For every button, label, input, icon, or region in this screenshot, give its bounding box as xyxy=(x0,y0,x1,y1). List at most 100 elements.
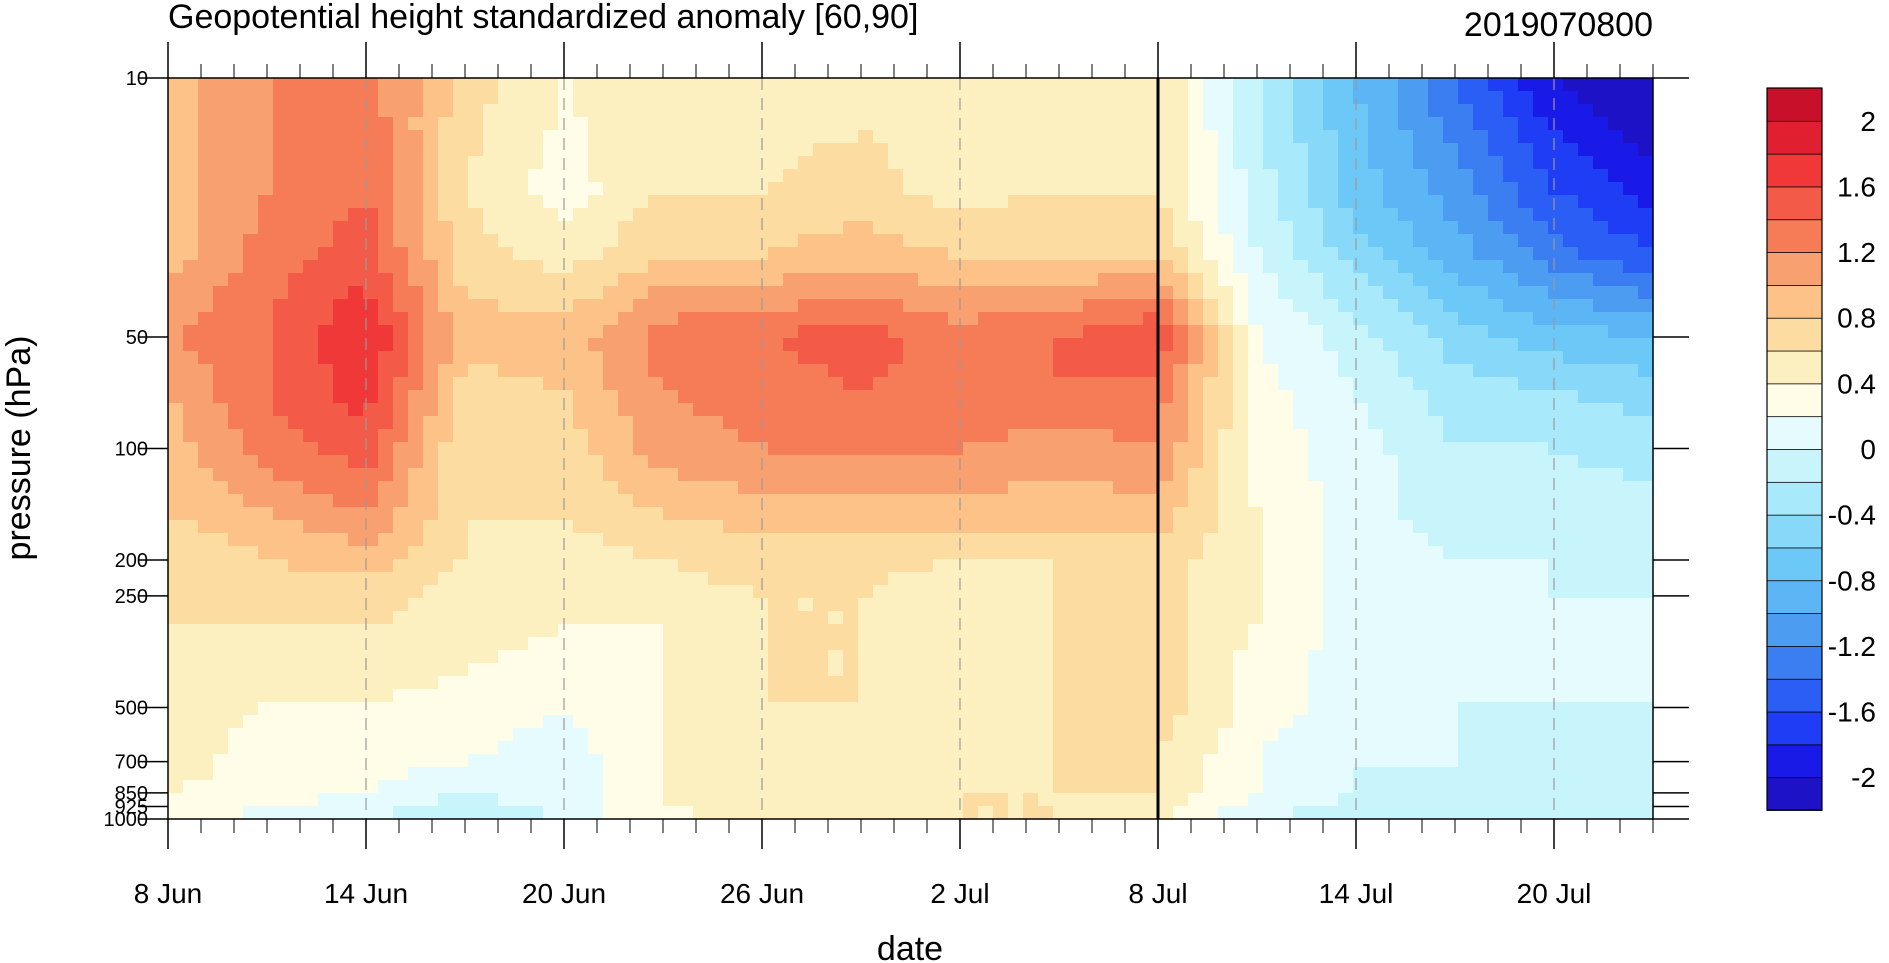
contour-cell xyxy=(1638,585,1653,599)
contour-cell xyxy=(903,507,919,521)
contour-cell xyxy=(1338,377,1354,391)
contour-cell xyxy=(648,221,664,235)
contour-cell xyxy=(168,689,184,703)
contour-cell xyxy=(168,247,184,261)
contour-cell xyxy=(1188,403,1204,417)
contour-cell xyxy=(1233,299,1249,313)
contour-cell xyxy=(918,273,934,287)
contour-cell xyxy=(363,91,379,105)
contour-cell xyxy=(1353,338,1369,352)
contour-cell xyxy=(1383,481,1399,495)
contour-cell xyxy=(1443,494,1459,508)
contour-cell xyxy=(1503,247,1519,261)
contour-cell xyxy=(1578,403,1594,417)
contour-cell xyxy=(258,325,274,339)
contour-cell xyxy=(993,156,1009,170)
contour-cell xyxy=(288,611,304,625)
contour-cell xyxy=(303,611,319,625)
contour-cell xyxy=(738,156,754,170)
contour-cell xyxy=(588,715,604,729)
contour-cell xyxy=(1053,351,1069,365)
contour-cell xyxy=(1308,533,1324,547)
contour-cell xyxy=(648,468,664,482)
contour-cell xyxy=(1608,130,1624,144)
contour-cell xyxy=(663,572,679,586)
contour-cell xyxy=(468,247,484,261)
contour-cell xyxy=(543,312,559,326)
contour-cell xyxy=(888,325,904,339)
contour-cell xyxy=(618,689,634,703)
contour-cell xyxy=(1263,78,1279,92)
contour-cell xyxy=(423,598,439,612)
contour-cell xyxy=(1608,208,1624,222)
contour-cell xyxy=(918,611,934,625)
contour-cell xyxy=(873,533,889,547)
contour-cell xyxy=(1053,494,1069,508)
contour-cell xyxy=(1578,663,1594,677)
contour-cell xyxy=(573,338,589,352)
contour-cell xyxy=(873,247,889,261)
contour-cell xyxy=(513,286,529,300)
contour-cell xyxy=(723,533,739,547)
contour-cell xyxy=(903,234,919,248)
contour-cell xyxy=(1518,702,1534,716)
contour-cell xyxy=(588,312,604,326)
contour-cell xyxy=(693,312,709,326)
contour-cell xyxy=(258,169,274,183)
contour-cell xyxy=(543,273,559,287)
contour-cell xyxy=(318,130,334,144)
contour-cell xyxy=(633,377,649,391)
contour-cell xyxy=(1578,377,1594,391)
contour-cell xyxy=(1053,130,1069,144)
contour-cell xyxy=(198,169,214,183)
contour-cell xyxy=(813,520,829,534)
contour-cell xyxy=(1233,91,1249,105)
contour-cell xyxy=(1293,715,1309,729)
contour-cell xyxy=(483,338,499,352)
contour-cell xyxy=(1458,156,1474,170)
contour-cell xyxy=(753,533,769,547)
contour-cell xyxy=(858,312,874,326)
contour-cell xyxy=(303,416,319,430)
contour-cell xyxy=(768,312,784,326)
contour-cell xyxy=(978,715,994,729)
contour-cell xyxy=(588,195,604,209)
contour-cell xyxy=(798,338,814,352)
contour-cell xyxy=(543,585,559,599)
contour-cell xyxy=(648,715,664,729)
contour-cell xyxy=(303,364,319,378)
contour-cell xyxy=(1368,221,1384,235)
contour-cell xyxy=(318,442,334,456)
contour-cell xyxy=(498,130,514,144)
contour-cell xyxy=(1578,156,1594,170)
contour-cell xyxy=(213,702,229,716)
contour-cell xyxy=(963,104,979,118)
contour-cell xyxy=(183,273,199,287)
contour-cell xyxy=(1503,377,1519,391)
contour-cell xyxy=(1608,598,1624,612)
contour-cell xyxy=(288,312,304,326)
contour-cell xyxy=(378,585,394,599)
contour-cell xyxy=(918,507,934,521)
contour-cell xyxy=(483,455,499,469)
contour-cell xyxy=(828,351,844,365)
contour-cell xyxy=(1188,325,1204,339)
contour-cell xyxy=(1143,416,1159,430)
contour-cell xyxy=(168,455,184,469)
contour-cell xyxy=(1113,299,1129,313)
contour-cell xyxy=(723,624,739,638)
contour-cell xyxy=(1533,104,1549,118)
contour-cell xyxy=(513,351,529,365)
contour-cell xyxy=(1383,117,1399,131)
contour-cell xyxy=(303,208,319,222)
contour-cell xyxy=(903,377,919,391)
contour-cell xyxy=(588,221,604,235)
contour-cell xyxy=(708,507,724,521)
contour-cell xyxy=(348,429,364,443)
contour-cell xyxy=(1098,130,1114,144)
contour-cell xyxy=(1143,91,1159,105)
contour-cell xyxy=(1428,182,1444,196)
contour-cell xyxy=(1143,663,1159,677)
contour-cell xyxy=(1548,325,1564,339)
contour-cell xyxy=(1623,650,1639,664)
